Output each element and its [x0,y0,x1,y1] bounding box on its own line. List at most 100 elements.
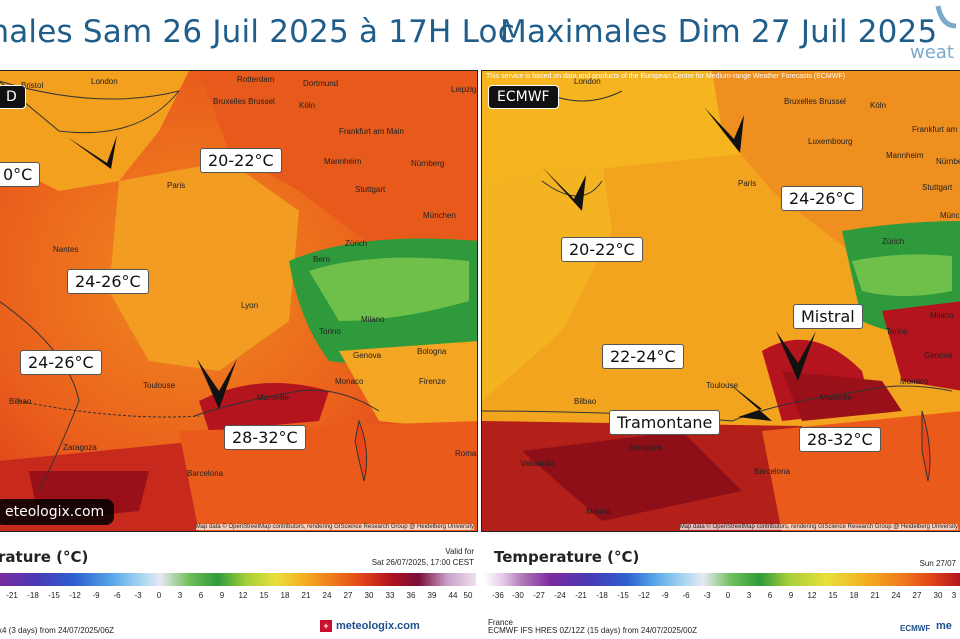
tick-label: 3 [177,591,183,600]
tick-label: 33 [385,591,395,600]
tick-label: 3 [746,591,752,600]
city-label: Luxembourg [808,137,853,146]
valid-label: Valid for [445,547,474,556]
ecmwf-notice: This service is based on data and produc… [486,73,845,80]
tick-label: -18 [596,591,608,600]
tick-label: -9 [661,591,669,600]
city-label: Mannheim [324,157,362,166]
ecmwf-logo: ECMWF [900,624,931,633]
legend-title: rature (°C) [0,548,89,566]
meteologix-watermark[interactable]: eteologix.com [0,499,115,525]
city-label: Paris [167,181,186,190]
tick-label: 3 [951,591,957,600]
city-label: Torino [886,327,908,336]
meteologix-brand[interactable]: + meteologix.com [320,620,420,632]
city-label: Nantes [53,245,79,254]
wind-arrow-icon [726,381,772,421]
city-label: Madrid [586,507,611,516]
city-label: Monaco [900,377,929,386]
tick-label: -15 [617,591,629,600]
tick-label: 6 [198,591,204,600]
tick-label: 12 [238,591,248,600]
wind-arrow-icon [197,359,237,409]
city-label: Mannheim [886,151,924,160]
tick-label: 0 [725,591,731,600]
tick-label: 18 [280,591,290,600]
tick-label: 15 [828,591,838,600]
left-temperature-map[interactable]: D Bristol London Rotterdam Dortmund Leip… [0,70,478,532]
tick-label: 30 [364,591,374,600]
temperature-label: 0°C [0,162,41,187]
city-label: München [940,211,960,220]
tick-label: -36 [492,591,504,600]
valid-value: Sat 26/07/2025, 17:00 CEST [371,558,474,567]
tick-label: -9 [92,591,100,600]
tick-label: 24 [322,591,332,600]
meteologix-brand[interactable]: me [936,620,952,632]
city-label: Dortmund [303,79,339,88]
city-label: Toulouse [143,381,176,390]
city-label: Köln [870,101,887,110]
tick-label: 30 [933,591,943,600]
tick-label: 15 [259,591,269,600]
temperature-color-scale [484,573,960,586]
model-run-info: x4 (3 days) from 24/07/2025/06Z [0,626,115,635]
tick-label: 24 [891,591,901,600]
tick-label: -27 [533,591,545,600]
city-label: Frankfurt am Main [912,125,960,134]
city-label: Stuttgart [355,185,386,194]
city-label: Rotterdam [237,75,275,84]
tick-label: 39 [427,591,437,600]
weather-logo: weat [900,0,960,70]
city-label: Nürnberg [411,159,445,168]
city-label: Toulouse [706,381,739,390]
tick-label: 36 [406,591,416,600]
city-label: Bilbao [9,397,32,406]
tick-label: 0 [156,591,162,600]
right-temperature-map[interactable]: This service is based on data and produc… [481,70,960,532]
city-label: Bruxelles Brussel [784,97,846,106]
city-label: Roma [455,449,477,458]
right-legend: Temperature (°C) Sun 27/07 -36 -30 -27 -… [484,540,960,639]
city-label: London [574,77,601,86]
city-label: Frankfurt am Main [339,127,404,136]
wind-arrow-icon [776,331,816,381]
wind-arrow-icon [67,135,117,169]
city-label: Monaco [335,377,364,386]
tick-label: 9 [219,591,225,600]
left-legend: rature (°C) Valid for Sat 26/07/2025, 17… [0,540,478,639]
tick-label: -18 [27,591,39,600]
city-label: Bilbao [574,397,597,406]
city-label: Zürich [345,239,368,248]
city-label: Marseille [257,393,290,402]
temperature-label: 20-22°C [200,148,282,173]
left-map-model-badge: D [0,85,26,109]
left-map-heatfield [0,71,477,531]
city-label: Bruxelles Brussel [213,97,275,106]
city-label: Bristol [21,81,44,90]
right-map-model-badge: ECMWF [488,85,559,109]
tick-label: -30 [512,591,524,600]
map-attribution: Map data © OpenStreetMap contributors, r… [195,524,474,530]
city-label: Milano [361,315,385,324]
tick-label: -15 [48,591,60,600]
city-label: Zaragoza [63,443,97,452]
temperature-label: 28-32°C [224,425,306,450]
tick-label: 27 [912,591,922,600]
city-label: Genova [924,351,953,360]
city-label: Zaragoza [628,443,662,452]
legend-title: Temperature (°C) [494,548,640,566]
tick-label: -21 [575,591,587,600]
tick-label: -3 [703,591,711,600]
tick-label: -21 [6,591,18,600]
city-label: Bologna [417,347,447,356]
valid-value: Sun 27/07 [919,559,956,568]
city-label: Lyon [241,301,259,310]
city-label: Köln [299,101,316,110]
city-label: Nürnberg [936,157,960,166]
tick-label: -12 [69,591,81,600]
temperature-color-scale [0,573,476,586]
meteologix-brand-text: meteologix.com [336,620,420,632]
logo-icon [935,5,957,29]
temperature-label: 28-32°C [799,427,881,452]
